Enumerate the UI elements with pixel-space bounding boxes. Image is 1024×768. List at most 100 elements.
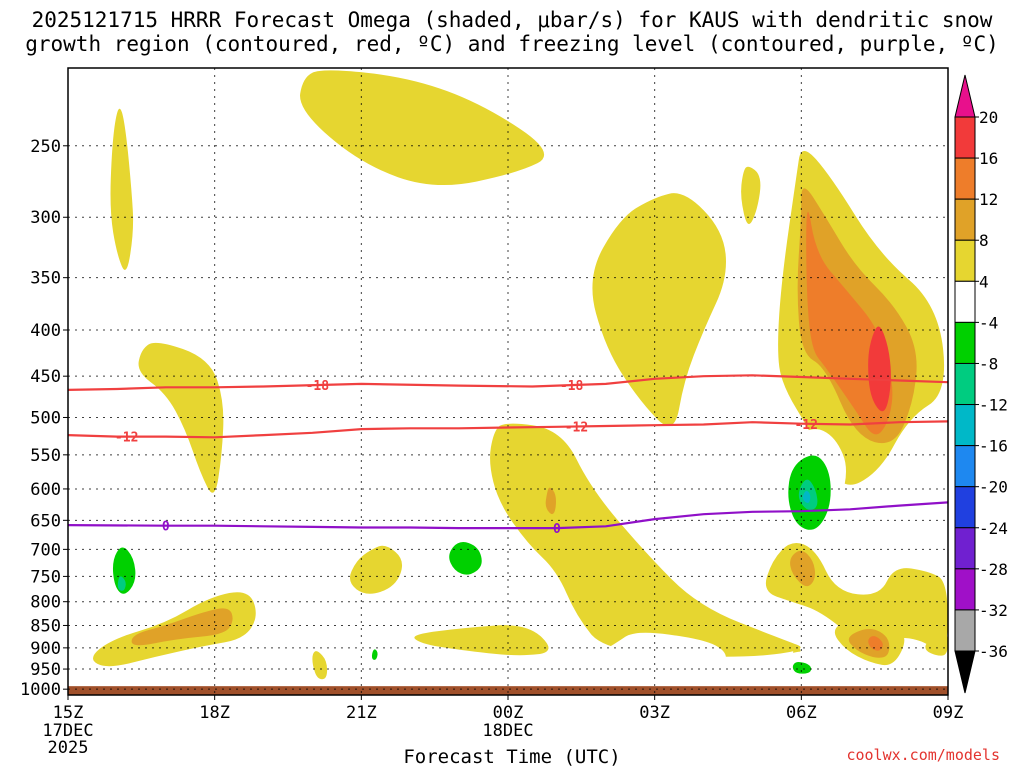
y-tick-label-350: 350 <box>30 269 61 289</box>
omega-region-11 <box>414 625 549 656</box>
omega-region-9 <box>490 423 801 657</box>
isotherm-label-0C-1: 0 <box>553 522 561 537</box>
colorbar-label--24: -24 <box>979 519 1008 538</box>
colorbar-bin--32--28 <box>954 568 976 611</box>
ground-surface <box>68 686 948 695</box>
colorbar-label--8: -8 <box>979 354 998 373</box>
chart-title-line2: growth region (contoured, red, ºC) and f… <box>25 32 999 56</box>
colorbar-bottom-arrow <box>954 650 976 694</box>
omega-region-21 <box>545 487 556 515</box>
omega-region-40 <box>592 632 726 673</box>
omega-region-35 <box>117 576 126 591</box>
colorbar-bin--20--16 <box>954 445 976 488</box>
colorbar-bin--8--4 <box>954 321 976 364</box>
x-tick-sublabel-18DEC: 18DEC <box>482 721 533 741</box>
y-tick-label-1000: 1000 <box>20 680 61 700</box>
omega-region-42 <box>792 661 812 674</box>
y-tick-label-850: 850 <box>30 616 61 636</box>
x-tick-label-00Z: 00Z <box>493 703 524 723</box>
isotherm-label--18C-1: -18 <box>560 379 584 394</box>
y-tick-label-750: 750 <box>30 567 61 587</box>
isotherm--12C <box>68 420 948 439</box>
colorbar-bin--4-4 <box>954 280 976 323</box>
colorbar-bin--28--24 <box>954 527 976 570</box>
y-tick-label-900: 900 <box>30 639 61 659</box>
isotherm-label-0C-0: 0 <box>162 520 170 535</box>
colorbar-bin--12--8 <box>954 362 976 406</box>
colorbar-label--20: -20 <box>979 478 1008 497</box>
chart-title-line1: 2025121715 HRRR Forecast Omega (shaded, … <box>31 8 993 32</box>
colorbar-label-4: 4 <box>979 272 989 291</box>
omega-region-1 <box>110 108 134 270</box>
y-tick-label-550: 550 <box>30 446 61 466</box>
x-tick-label-18Z: 18Z <box>199 703 230 723</box>
omega-region-24 <box>247 122 273 186</box>
x-tick-label-21Z: 21Z <box>346 703 377 723</box>
x-tick-label-15Z: 15Z <box>53 703 84 723</box>
y-tick-label-250: 250 <box>30 137 61 157</box>
isotherm-label--12C-1: -12 <box>565 420 588 435</box>
x-tick-label-06Z: 06Z <box>786 703 817 723</box>
colorbar-label-20: 20 <box>979 108 998 127</box>
colorbar-bin-12-16 <box>954 157 976 200</box>
colorbar-bin-16-20 <box>954 116 976 159</box>
isotherm--18C <box>68 374 948 391</box>
colorbar-label--32: -32 <box>979 601 1008 620</box>
colorbar-bin-4-8 <box>954 239 976 282</box>
colorbar-bin--36--32 <box>954 609 976 652</box>
y-tick-label-650: 650 <box>30 511 61 531</box>
y-tick-label-600: 600 <box>30 480 61 500</box>
omega-region-43 <box>186 669 231 674</box>
isotherm-label--12C-2: -12 <box>794 418 817 433</box>
colorbar-label-8: 8 <box>979 231 989 250</box>
isotherm-0C <box>68 501 948 530</box>
chart-title: 2025121715 HRRR Forecast Omega (shaded, … <box>0 8 1024 56</box>
colorbar-label--16: -16 <box>979 437 1008 456</box>
omega-region-4 <box>741 166 761 224</box>
omega-region-14 <box>349 545 403 594</box>
omega-region-15 <box>312 651 328 680</box>
colorbar-bin--24--20 <box>954 486 976 529</box>
omega-region-37 <box>449 542 482 575</box>
credit-link[interactable]: coolwx.com/models <box>846 746 1000 764</box>
y-tick-label-300: 300 <box>30 208 61 228</box>
omega-region-13 <box>131 608 233 646</box>
x-tick-sublabel-2025: 2025 <box>48 738 89 758</box>
colorbar-label-16: 16 <box>979 149 998 168</box>
isotherm-label--18C-0: -18 <box>306 379 330 394</box>
y-tick-label-700: 700 <box>30 540 61 560</box>
x-tick-label-03Z: 03Z <box>639 703 670 723</box>
colorbar-label--28: -28 <box>979 560 1008 579</box>
colorbar-bin--16--12 <box>954 404 976 447</box>
omega-region-8 <box>868 326 891 412</box>
isotherm-label--12C-0: -12 <box>115 431 138 446</box>
omega-region-26 <box>422 319 473 420</box>
omega-region-31 <box>802 490 811 504</box>
x-tick-sublabel-17DEC: 17DEC <box>42 721 93 741</box>
x-tick-label-09Z: 09Z <box>933 703 964 723</box>
plot-area: -18 -18 -12 -12 -12 0 0 <box>68 68 948 695</box>
omega-region-20 <box>790 550 816 587</box>
y-tick-label-400: 400 <box>30 321 61 341</box>
colorbar-label-12: 12 <box>979 190 998 209</box>
omega-region-39 <box>371 649 378 660</box>
omega-region-32 <box>930 467 948 555</box>
omega-region-18 <box>868 636 883 651</box>
colorbar-bin-8-12 <box>954 198 976 241</box>
omega-region-3 <box>592 193 726 426</box>
colorbar-label--12: -12 <box>979 396 1008 415</box>
omega-region-0 <box>300 70 545 186</box>
y-tick-label-500: 500 <box>30 408 61 428</box>
y-tick-label-950: 950 <box>30 660 61 680</box>
colorbar-label--4: -4 <box>979 313 998 332</box>
omega-region-23 <box>876 73 911 160</box>
colorbar-top-arrow <box>954 74 976 118</box>
y-tick-label-800: 800 <box>30 593 61 613</box>
omega-region-19 <box>925 633 948 656</box>
omega-region-27 <box>319 408 407 482</box>
colorbar-label--36: -36 <box>979 642 1008 661</box>
omega-region-25 <box>386 274 400 313</box>
omega-region-44 <box>906 670 926 679</box>
y-tick-label-450: 450 <box>30 367 61 387</box>
